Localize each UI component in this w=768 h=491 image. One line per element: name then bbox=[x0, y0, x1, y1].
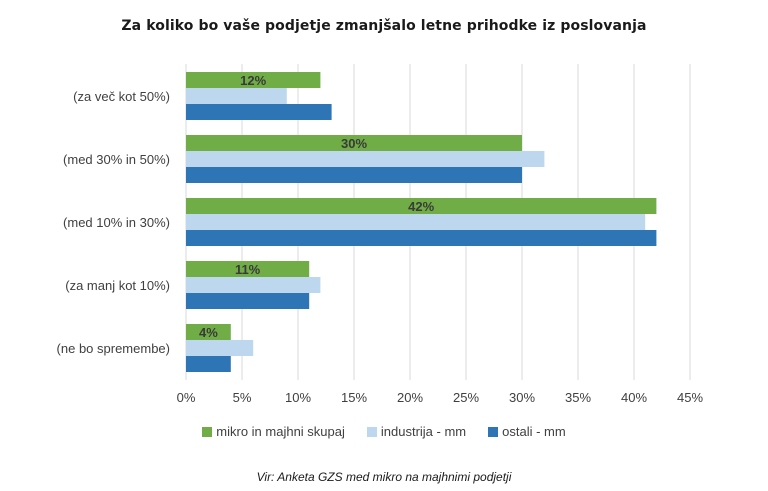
category-label: (ne bo spremembe) bbox=[57, 341, 170, 356]
bar-industrija bbox=[186, 340, 254, 356]
legend-item-ostali: ostali - mm bbox=[488, 424, 566, 439]
bar-mikro bbox=[186, 135, 522, 151]
bar-industrija bbox=[186, 88, 287, 104]
bar-mikro bbox=[186, 324, 231, 340]
data-label: 11% bbox=[235, 262, 261, 277]
x-tick-label: 40% bbox=[621, 390, 647, 405]
x-tick-labels: 0% 5% 10% 15% 20% 25% 30% 35% 40% 45% bbox=[177, 390, 704, 405]
x-tick-label: 10% bbox=[285, 390, 311, 405]
legend-label-ostali: ostali - mm bbox=[502, 424, 566, 439]
x-tick-label: 35% bbox=[565, 390, 591, 405]
legend-label-industrija: industrija - mm bbox=[380, 424, 467, 439]
category-labels: (za več kot 50%) (med 30% in 50%) (med 10%… bbox=[57, 89, 170, 356]
bar-industrija bbox=[186, 214, 646, 230]
data-label: 4% bbox=[199, 325, 218, 340]
legend-swatch-industrija bbox=[366, 426, 377, 437]
x-tick-label: 25% bbox=[453, 390, 479, 405]
bar-ostali bbox=[186, 230, 657, 246]
legend-item-mikro: mikro in majhni skupaj bbox=[202, 424, 345, 439]
x-tick-label: 20% bbox=[397, 390, 423, 405]
bar-mikro bbox=[186, 198, 657, 214]
data-labels: 12% 30% 42% 11% 4% bbox=[199, 73, 435, 340]
data-label: 30% bbox=[341, 136, 367, 151]
bar-mikro bbox=[186, 261, 310, 277]
bar-industrija bbox=[186, 277, 321, 293]
bar-ostali bbox=[186, 104, 332, 120]
legend-item-industrija: industrija - mm bbox=[366, 424, 467, 439]
bar-mikro bbox=[186, 72, 321, 88]
category-label: (med 30% in 50%) bbox=[63, 152, 170, 167]
x-tick-label: 30% bbox=[509, 390, 535, 405]
category-label: (za manj kot 10%) bbox=[65, 278, 170, 293]
data-label: 42% bbox=[408, 199, 434, 214]
bar-ostali bbox=[186, 293, 310, 309]
legend-swatch-ostali bbox=[488, 426, 499, 437]
source-note: Vir: Anketa GZS med mikro na majhnimi po… bbox=[256, 470, 512, 484]
x-tick-label: 0% bbox=[177, 390, 196, 405]
bar-industrija bbox=[186, 151, 545, 167]
data-label: 12% bbox=[240, 73, 266, 88]
bar-ostali bbox=[186, 167, 522, 183]
category-label: (med 10% in 30%) bbox=[63, 215, 170, 230]
bar-ostali bbox=[186, 356, 231, 372]
x-tick-label: 15% bbox=[341, 390, 367, 405]
legend-label-mikro: mikro in majhni skupaj bbox=[216, 424, 345, 439]
x-tick-label: 45% bbox=[677, 390, 703, 405]
category-label: (za več kot 50%) bbox=[73, 89, 170, 104]
legend-swatch-mikro bbox=[202, 426, 213, 437]
chart-title: Za koliko bo vaše podjetje zmanjšalo let… bbox=[121, 18, 647, 34]
x-tick-label: 5% bbox=[233, 390, 252, 405]
legend: mikro in majhni skupaj industrija - mm o… bbox=[0, 424, 768, 439]
bars bbox=[186, 72, 657, 372]
